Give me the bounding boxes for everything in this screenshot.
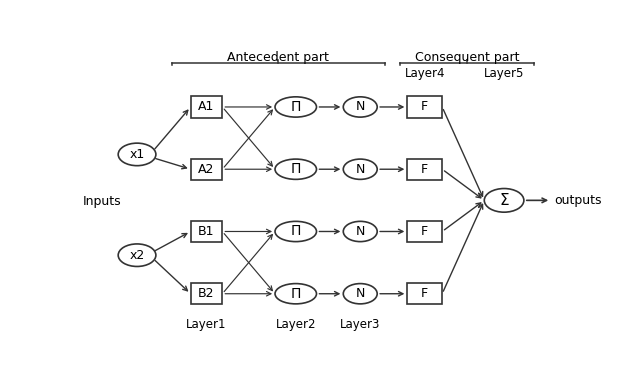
Text: B1: B1 [198, 225, 215, 238]
Ellipse shape [275, 284, 317, 304]
Text: Layer1: Layer1 [186, 318, 227, 331]
Text: N: N [356, 100, 365, 114]
Text: F: F [421, 163, 428, 176]
Circle shape [343, 221, 377, 242]
Circle shape [118, 143, 156, 166]
Circle shape [484, 189, 524, 212]
Circle shape [343, 284, 377, 304]
Bar [407, 96, 442, 118]
Circle shape [118, 244, 156, 266]
Bar [407, 221, 442, 242]
Bar [191, 96, 222, 118]
Bar [191, 221, 222, 242]
Text: F: F [421, 287, 428, 300]
Text: N: N [356, 287, 365, 300]
Ellipse shape [275, 97, 317, 117]
Text: Consequent part: Consequent part [415, 51, 519, 64]
Text: Layer3: Layer3 [340, 318, 380, 331]
Text: Π: Π [291, 162, 301, 176]
Text: Π: Π [291, 100, 301, 114]
Text: Π: Π [291, 224, 301, 238]
Text: Antecedent part: Antecedent part [227, 51, 330, 64]
Text: x1: x1 [129, 148, 145, 161]
Bar [191, 159, 222, 180]
Text: Layer4: Layer4 [404, 67, 445, 80]
Circle shape [343, 159, 377, 179]
Text: N: N [356, 163, 365, 176]
Ellipse shape [275, 159, 317, 179]
Text: Inputs: Inputs [83, 195, 121, 208]
Text: Layer2: Layer2 [275, 318, 316, 331]
Text: B2: B2 [198, 287, 215, 300]
Text: F: F [421, 100, 428, 114]
Text: Σ: Σ [499, 193, 509, 208]
Text: x2: x2 [129, 249, 145, 262]
Text: A2: A2 [198, 163, 214, 176]
Ellipse shape [275, 221, 317, 242]
Bar [407, 159, 442, 180]
Text: F: F [421, 225, 428, 238]
Text: outputs: outputs [555, 194, 602, 207]
Text: A1: A1 [198, 100, 214, 114]
Circle shape [343, 97, 377, 117]
Text: Layer5: Layer5 [484, 67, 524, 80]
Bar [191, 283, 222, 305]
Bar [407, 283, 442, 305]
Text: N: N [356, 225, 365, 238]
Text: Π: Π [291, 287, 301, 301]
